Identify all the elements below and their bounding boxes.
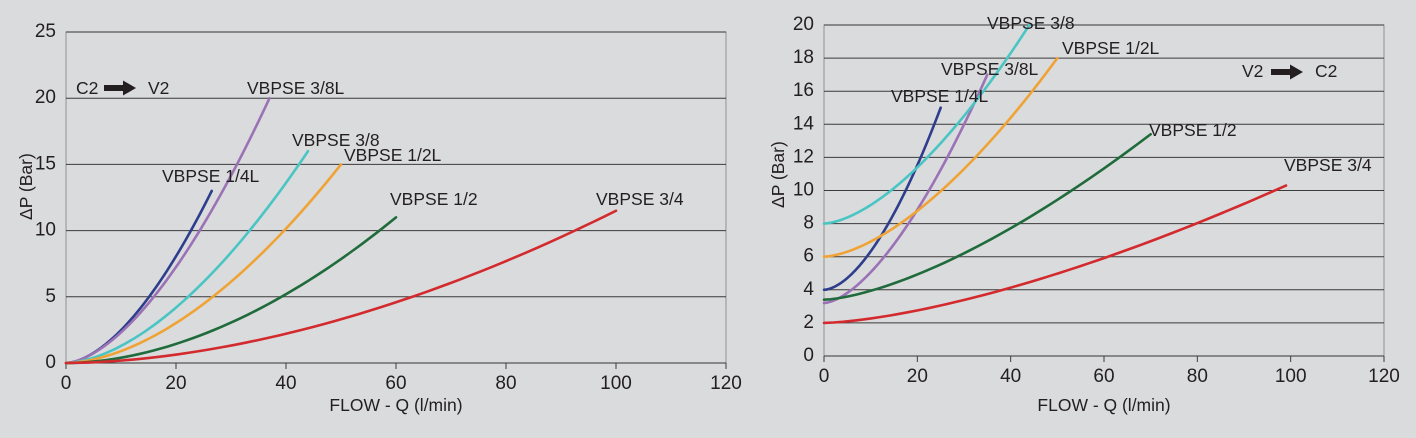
svg-text:100: 100 <box>600 373 632 394</box>
svg-text:40: 40 <box>275 373 296 394</box>
svg-text:80: 80 <box>495 373 516 394</box>
svg-text:0: 0 <box>45 352 56 373</box>
svg-text:60: 60 <box>1093 366 1114 387</box>
svg-text:8: 8 <box>803 213 814 234</box>
svg-text:0: 0 <box>803 345 814 366</box>
svg-text:0: 0 <box>61 373 72 394</box>
svg-text:10: 10 <box>793 180 814 201</box>
svg-text:14: 14 <box>793 113 815 134</box>
svg-text:100: 100 <box>1275 366 1307 387</box>
svg-text:16: 16 <box>793 80 814 101</box>
svg-text:80: 80 <box>1187 366 1208 387</box>
svg-text:20: 20 <box>907 366 928 387</box>
svg-text:12: 12 <box>793 146 814 167</box>
svg-text:2: 2 <box>803 312 814 333</box>
svg-text:18: 18 <box>793 47 814 68</box>
svg-text:10: 10 <box>35 220 56 241</box>
svg-text:20: 20 <box>793 14 814 35</box>
svg-text:0: 0 <box>819 366 830 387</box>
svg-text:20: 20 <box>165 373 186 394</box>
svg-text:4: 4 <box>803 279 814 300</box>
svg-text:15: 15 <box>35 153 56 174</box>
svg-text:6: 6 <box>803 246 814 267</box>
svg-text:120: 120 <box>1368 366 1400 387</box>
svg-text:60: 60 <box>385 373 406 394</box>
svg-text:20: 20 <box>35 87 56 108</box>
svg-text:40: 40 <box>1000 366 1021 387</box>
svg-text:5: 5 <box>45 286 56 307</box>
svg-text:25: 25 <box>35 21 56 42</box>
svg-text:120: 120 <box>710 373 742 394</box>
